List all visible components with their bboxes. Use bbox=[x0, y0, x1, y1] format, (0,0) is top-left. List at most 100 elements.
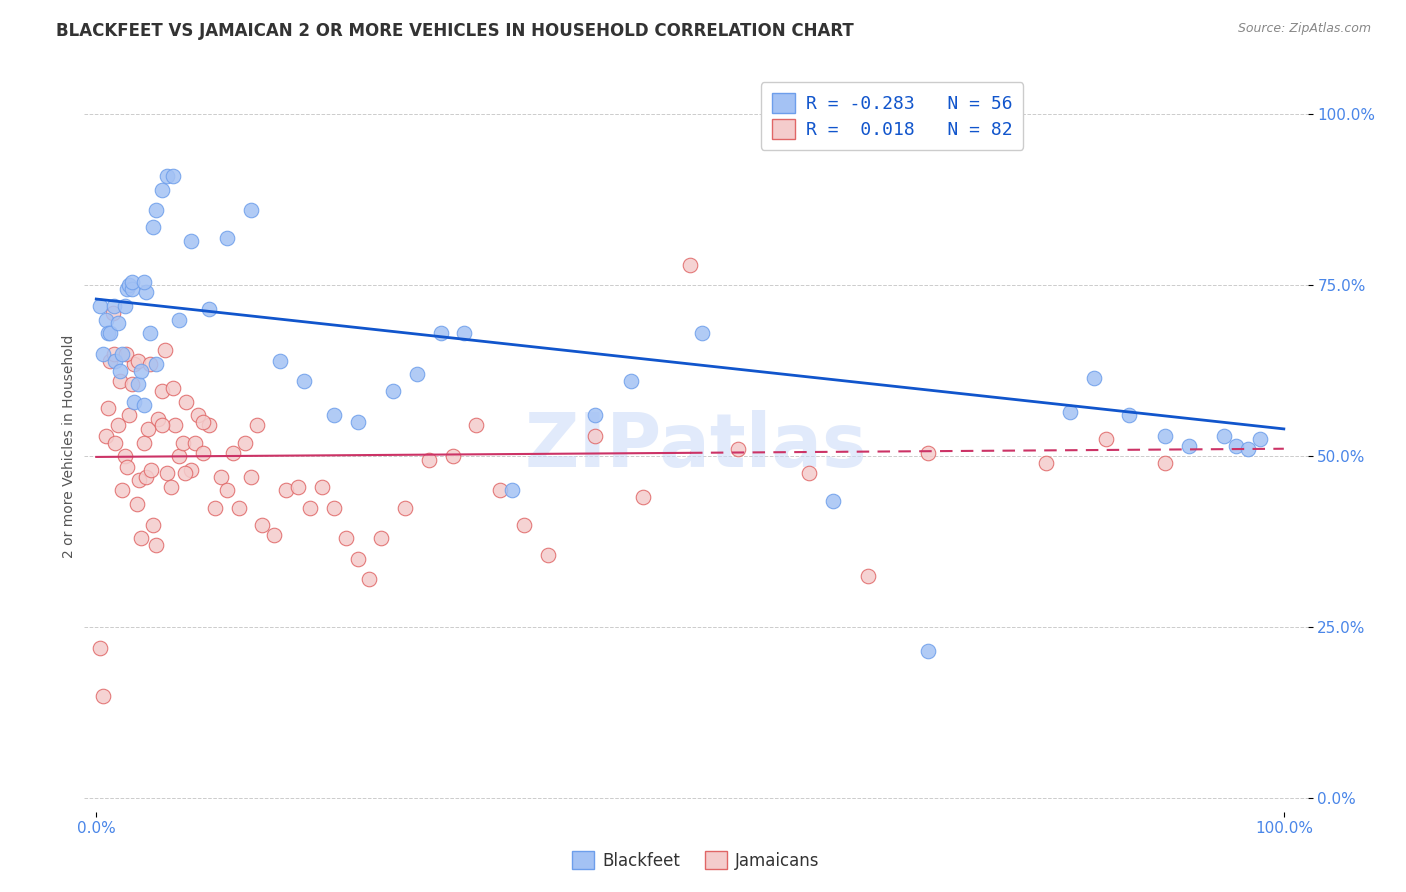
Point bbox=[121, 377, 143, 392]
Legend: Blackfeet, Jamaicans: Blackfeet, Jamaicans bbox=[565, 845, 827, 877]
Point bbox=[233, 435, 256, 450]
Point bbox=[127, 377, 149, 392]
Point bbox=[821, 493, 844, 508]
Point bbox=[631, 490, 654, 504]
Point bbox=[111, 347, 134, 361]
Point bbox=[394, 500, 416, 515]
Text: BLACKFEET VS JAMAICAN 2 OR MORE VEHICLES IN HOUSEHOLD CORRELATION CHART: BLACKFEET VS JAMAICAN 2 OR MORE VEHICLES… bbox=[56, 22, 853, 40]
Point bbox=[176, 394, 198, 409]
Point bbox=[115, 347, 138, 361]
Point bbox=[138, 357, 160, 371]
Point bbox=[139, 463, 162, 477]
Point bbox=[94, 312, 117, 326]
Point bbox=[138, 326, 160, 341]
Point bbox=[583, 429, 606, 443]
Point bbox=[97, 401, 120, 416]
Point bbox=[215, 230, 238, 244]
Point bbox=[114, 299, 136, 313]
Point bbox=[418, 452, 440, 467]
Text: ZIPatlas: ZIPatlas bbox=[524, 409, 868, 483]
Point bbox=[228, 500, 250, 515]
Point bbox=[145, 203, 167, 218]
Point bbox=[1237, 442, 1260, 457]
Point bbox=[107, 316, 129, 330]
Point bbox=[153, 343, 176, 358]
Point bbox=[122, 357, 145, 371]
Point bbox=[276, 483, 298, 498]
Point bbox=[1249, 432, 1271, 446]
Point bbox=[209, 469, 232, 483]
Point bbox=[204, 500, 226, 515]
Point bbox=[108, 374, 131, 388]
Point bbox=[1083, 370, 1105, 384]
Point bbox=[583, 409, 606, 423]
Point bbox=[335, 531, 357, 545]
Point bbox=[191, 415, 214, 429]
Point bbox=[191, 446, 214, 460]
Point bbox=[93, 347, 115, 361]
Point bbox=[163, 418, 186, 433]
Point bbox=[429, 326, 451, 341]
Point bbox=[114, 449, 136, 463]
Point bbox=[115, 459, 138, 474]
Point bbox=[690, 326, 713, 341]
Point bbox=[298, 500, 321, 515]
Point bbox=[222, 446, 245, 460]
Point bbox=[727, 442, 749, 457]
Point bbox=[101, 306, 124, 320]
Point bbox=[162, 381, 184, 395]
Point bbox=[107, 418, 129, 433]
Point bbox=[1178, 439, 1201, 453]
Y-axis label: 2 or more Vehicles in Household: 2 or more Vehicles in Household bbox=[62, 334, 76, 558]
Point bbox=[322, 409, 344, 423]
Point bbox=[162, 169, 184, 183]
Point bbox=[180, 463, 202, 477]
Point bbox=[346, 415, 368, 429]
Point bbox=[1035, 456, 1057, 470]
Point bbox=[131, 531, 153, 545]
Point bbox=[1225, 439, 1247, 453]
Point bbox=[180, 234, 202, 248]
Point bbox=[108, 364, 131, 378]
Point bbox=[239, 203, 262, 218]
Point bbox=[160, 480, 183, 494]
Point bbox=[169, 312, 191, 326]
Point bbox=[489, 483, 512, 498]
Point bbox=[311, 480, 333, 494]
Point bbox=[198, 302, 221, 317]
Point bbox=[121, 282, 143, 296]
Point bbox=[797, 467, 820, 481]
Point bbox=[104, 435, 127, 450]
Point bbox=[198, 418, 221, 433]
Point bbox=[94, 429, 117, 443]
Point bbox=[132, 435, 155, 450]
Point bbox=[453, 326, 475, 341]
Point bbox=[856, 569, 879, 583]
Point bbox=[184, 435, 207, 450]
Point bbox=[118, 409, 141, 423]
Point bbox=[89, 640, 111, 655]
Point bbox=[100, 326, 122, 341]
Point bbox=[620, 374, 643, 388]
Point bbox=[145, 538, 167, 552]
Point bbox=[131, 364, 153, 378]
Point bbox=[138, 422, 160, 436]
Point bbox=[115, 282, 138, 296]
Point bbox=[121, 275, 143, 289]
Point bbox=[156, 169, 179, 183]
Point bbox=[346, 551, 368, 566]
Point bbox=[150, 384, 173, 399]
Point bbox=[125, 497, 148, 511]
Point bbox=[441, 449, 464, 463]
Point bbox=[536, 549, 558, 563]
Point bbox=[150, 418, 173, 433]
Point bbox=[292, 374, 315, 388]
Point bbox=[382, 384, 405, 399]
Point bbox=[127, 353, 149, 368]
Point bbox=[215, 483, 238, 498]
Point bbox=[132, 275, 155, 289]
Point bbox=[93, 689, 115, 703]
Point bbox=[103, 299, 125, 313]
Point bbox=[145, 357, 167, 371]
Point bbox=[917, 446, 939, 460]
